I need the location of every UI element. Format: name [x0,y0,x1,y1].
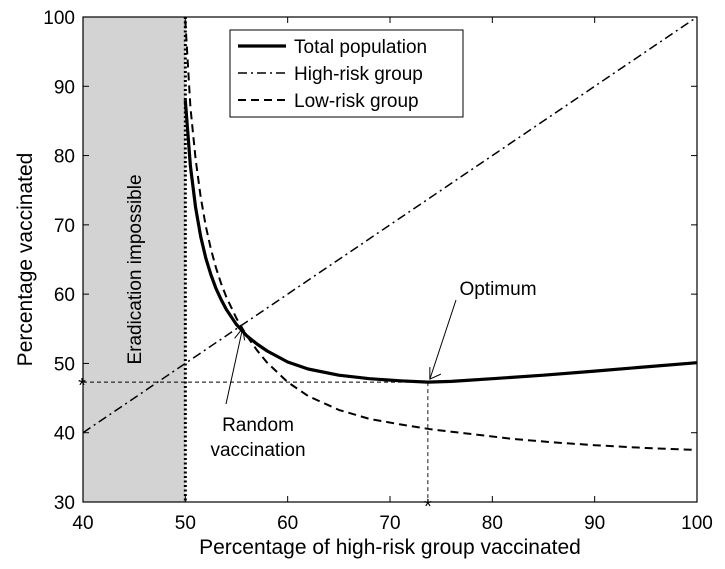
optimum-label: Optimum [459,279,536,300]
random-vaccination-arrow [225,328,244,405]
series-line-total-population [183,99,698,384]
y-tick-label: 80 [54,147,75,168]
plot-area: Eradication impossible [82,16,698,502]
annotations: * * Optimum Random vaccination [78,279,536,518]
legend: Total population High-risk group Low-risk … [229,29,464,118]
y-tick-label: 30 [54,493,75,514]
x-tick-label: 40 [72,513,93,534]
y-tick-label: 40 [54,424,75,445]
random-vaccination-label-line2: vaccination [210,440,305,461]
legend-entry-label: Low-risk group [294,91,419,112]
x-tick-label: 70 [379,513,400,534]
x-tick-label: 90 [584,513,605,534]
random-vaccination-arrowhead [234,327,246,341]
x-tick-label: 60 [277,513,298,534]
x-tick-label: 50 [175,513,196,534]
eradication-impossible-label: Eradication impossible [125,174,146,364]
y-tick-label: 90 [54,77,75,98]
y-tick-label: 70 [54,216,75,237]
random-vaccination-label-line1: Random [222,415,294,436]
x-tick-label: 80 [482,513,503,534]
optimum-x-marker: * [424,496,432,518]
axes: 40 50 60 70 80 90 10030405060708090100Percenta… [14,8,713,559]
legend-entry-label: High-risk group [294,64,423,85]
series-line-low-risk-group [184,20,698,451]
y-tick-label: 50 [54,354,75,375]
y-axis-label: Percentage vaccinated [14,153,37,367]
optimum-arrowhead [429,367,442,380]
optimum-y-marker: * [78,375,86,397]
optimum-arrow [429,299,457,380]
y-tick-label: 100 [43,8,75,29]
x-tick-label: 100 [681,513,713,534]
legend-entry-label: Total population [294,37,427,58]
y-tick-label: 60 [54,285,75,306]
x-axis-label: Percentage of high-risk group vaccinated [199,536,581,559]
